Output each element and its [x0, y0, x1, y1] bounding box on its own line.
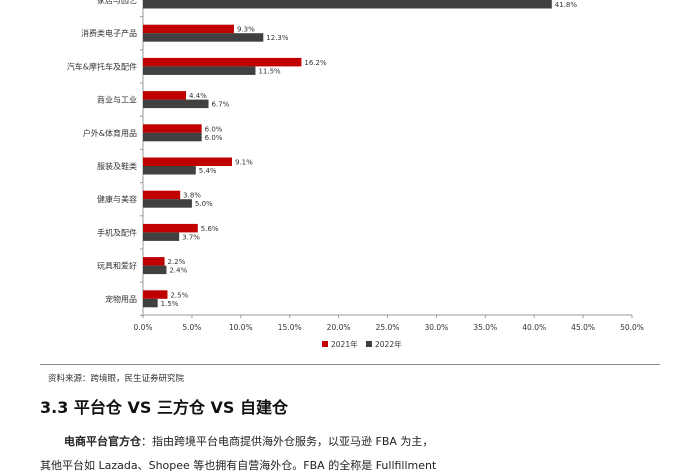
bar-2022 — [143, 199, 192, 208]
data-label: 16.2% — [304, 59, 327, 67]
legend-label: 2022年 — [375, 339, 402, 349]
data-label: 12.3% — [266, 34, 289, 42]
bar-2022 — [143, 66, 255, 75]
bar-2022 — [143, 166, 196, 175]
bar-2021 — [143, 25, 234, 34]
category-label: 户外&体育用品 — [83, 128, 137, 138]
section-title: 3.3 平台仓 VS 三方仓 VS 自建仓 — [40, 394, 288, 418]
data-label: 2.4% — [169, 267, 187, 275]
source-note: 资料来源：跨境眼，民生证券研究院 — [48, 372, 184, 384]
category-label: 手机及配件 — [97, 227, 137, 237]
x-tick-label: 35.0% — [473, 323, 497, 332]
x-tick-label: 20.0% — [327, 323, 351, 332]
legend-label: 2021年 — [331, 339, 358, 349]
bar-2022 — [143, 33, 263, 42]
legend-swatch-2021 — [322, 341, 328, 347]
category-label: 宠物用品 — [105, 294, 137, 304]
x-tick-label: 50.0% — [620, 323, 644, 332]
paragraph-1-label: 电商平台官方仓 — [64, 435, 141, 448]
data-label: 6.0% — [205, 125, 223, 133]
x-tick-label: 10.0% — [229, 323, 253, 332]
bar-2021 — [143, 224, 198, 233]
x-tick-label: 0.0% — [133, 323, 152, 332]
data-label: 5.4% — [199, 167, 217, 175]
bar-2021 — [143, 58, 301, 67]
paragraph-2: 其他平台如 Lazada、Shopee 等也拥有自营海外仓。FBA 的全称是 F… — [40, 457, 660, 475]
bar-2022 — [143, 266, 166, 275]
data-label: 6.7% — [212, 101, 230, 109]
data-label: 2.5% — [170, 291, 188, 299]
category-label: 家居与园艺 — [97, 0, 137, 5]
bar-2021 — [143, 91, 186, 100]
bar-2022 — [143, 299, 158, 308]
bar-2021 — [143, 124, 202, 133]
data-label: 5.0% — [195, 200, 213, 208]
bar-2022 — [143, 232, 179, 241]
x-tick-label: 15.0% — [278, 323, 302, 332]
x-tick-label: 25.0% — [376, 323, 400, 332]
data-label: 41.8% — [555, 1, 578, 9]
data-label: 4.4% — [189, 92, 207, 100]
bar-2022 — [143, 100, 209, 109]
data-label: 5.6% — [201, 225, 219, 233]
x-tick-label: 5.0% — [182, 323, 201, 332]
bar-2021 — [143, 257, 165, 266]
data-label: 2.2% — [168, 258, 186, 266]
category-label: 玩具和爱好 — [97, 261, 137, 271]
data-label: 1.5% — [161, 300, 179, 308]
data-label: 11.5% — [258, 67, 281, 75]
bar-2021 — [143, 290, 167, 299]
bar-2021 — [143, 191, 180, 200]
category-label: 消费类电子产品 — [81, 28, 137, 38]
paragraph-1: 电商平台官方仓：指由跨境平台电商提供海外仓服务，以亚马逊 FBA 为主， — [40, 433, 660, 451]
x-tick-label: 40.0% — [522, 323, 546, 332]
data-label: 9.3% — [237, 26, 255, 34]
x-tick-label: 45.0% — [571, 323, 595, 332]
x-tick-label: 30.0% — [424, 323, 448, 332]
category-label: 健康与美容 — [97, 194, 137, 204]
data-label: 6.0% — [205, 134, 223, 142]
category-label: 汽车&摩托车及配件 — [67, 61, 137, 71]
data-label: 3.7% — [182, 233, 200, 241]
data-label: 3.8% — [183, 192, 201, 200]
bar-chart: 家居与园艺 41.8% 消费类电子产品 9.3% 12.3% 汽车&摩托车及配件 16.2%… — [0, 0, 700, 362]
paragraph-1-text: ：指由跨境平台电商提供海外仓服务，以亚马逊 FBA 为主， — [141, 435, 433, 448]
divider-line — [40, 364, 660, 365]
data-label: 9.1% — [235, 159, 253, 167]
bar-2022 — [143, 133, 202, 142]
category-label: 商业与工业 — [97, 95, 137, 105]
bar-2022 — [143, 0, 552, 9]
legend-swatch-2022 — [366, 341, 372, 347]
category-label: 服装及鞋类 — [97, 161, 137, 171]
bar-2021 — [143, 158, 232, 167]
